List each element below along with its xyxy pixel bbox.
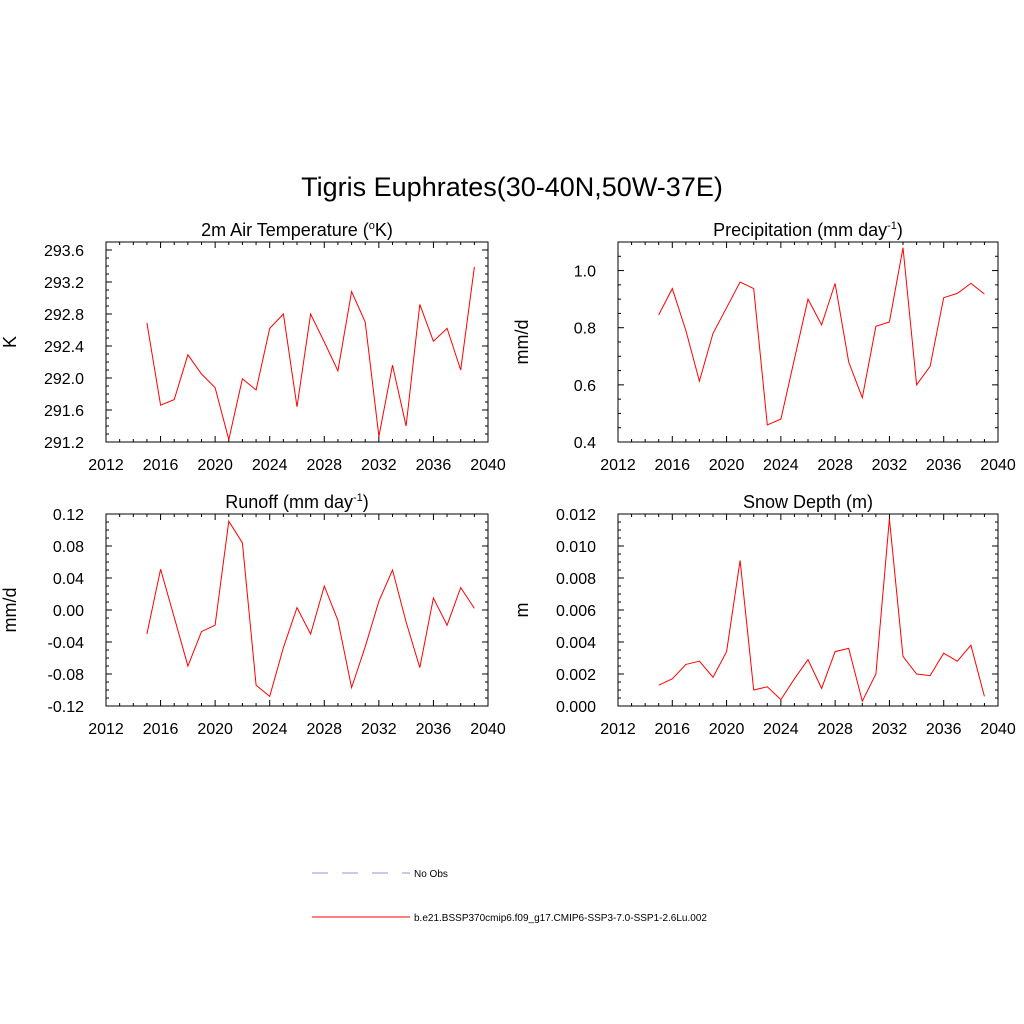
legend-entry-no-obs: No Obs [312, 869, 448, 880]
x-tick-label-snow-depth: 2012 [600, 721, 636, 738]
y-axis-label-snow-depth: m [512, 603, 532, 618]
x-tick-label-runoff: 2016 [143, 721, 179, 738]
x-tick-label-snow-depth: 2036 [926, 721, 962, 738]
x-tick-label-snow-depth: 2040 [980, 721, 1016, 738]
x-tick-label-precipitation: 2032 [872, 457, 908, 474]
y-tick-label-air-temperature: 293.6 [44, 243, 84, 260]
y-axis-label-runoff: mm/d [0, 588, 20, 633]
y-tick-label-air-temperature: 291.2 [44, 435, 84, 452]
series-line-precipitation [658, 247, 985, 426]
y-tick-label-snow-depth: 0.000 [556, 699, 596, 716]
panel-title-runoff: Runoff (mm day-1) [225, 492, 369, 512]
series-line-air-temperature [146, 266, 475, 440]
x-tick-label-runoff: 2024 [252, 721, 288, 738]
x-tick-label-air-temperature: 2016 [143, 457, 179, 474]
y-tick-label-air-temperature: 291.6 [44, 403, 84, 420]
x-tick-label-runoff: 2028 [306, 721, 342, 738]
x-tick-label-precipitation: 2012 [600, 457, 636, 474]
x-tick-label-runoff: 2012 [88, 721, 124, 738]
y-tick-label-precipitation: 0.8 [574, 321, 596, 338]
x-tick-label-runoff: 2020 [197, 721, 233, 738]
x-tick-label-snow-depth: 2028 [817, 721, 853, 738]
y-tick-label-snow-depth: 0.002 [556, 667, 596, 684]
x-tick-label-air-temperature: 2036 [416, 457, 452, 474]
panel-air-temperature: 2m Air Temperature (oK) K 2012 2016 2020 2024… [0, 220, 506, 474]
panel-title-precipitation: Precipitation (mm day-1) [713, 220, 903, 240]
y-axis-label-air-temperature: K [0, 336, 20, 348]
x-tick-label-precipitation: 2028 [817, 457, 853, 474]
x-tick-label-precipitation: 2040 [980, 457, 1016, 474]
y-tick-label-snow-depth: 0.010 [556, 539, 596, 556]
figure-title: Tigris Euphrates(30-40N,50W-37E) [301, 172, 723, 202]
panel-runoff: Runoff (mm day-1) mm/d 2012 2016 2020 2024 202… [0, 492, 506, 738]
x-tick-label-air-temperature: 2020 [197, 457, 233, 474]
plot-frame-snow-depth [617, 513, 999, 707]
x-tick-label-snow-depth: 2020 [709, 721, 745, 738]
y-tick-label-runoff: 0.12 [53, 507, 84, 524]
y-tick-label-runoff: 0.00 [53, 603, 84, 620]
x-tick-label-runoff: 2036 [416, 721, 452, 738]
series-line-runoff [146, 519, 475, 698]
x-tick-label-snow-depth: 2024 [763, 721, 799, 738]
y-tick-label-air-temperature: 292.8 [44, 307, 84, 324]
panel-precipitation: Precipitation (mm day-1) mm/d 2012 2016 2020… [512, 220, 1016, 474]
legend: No Obs b.e21.BSSP370cmip6.f09_g17.CMIP6-… [312, 869, 707, 924]
x-tick-label-runoff: 2040 [470, 721, 506, 738]
panel-title-air-temperature: 2m Air Temperature (oK) [201, 220, 393, 240]
y-tick-label-runoff: 0.08 [53, 539, 84, 556]
plot-frame-precipitation [617, 241, 999, 443]
y-tick-label-precipitation: 0.4 [574, 435, 596, 452]
panel-snow-depth: Snow Depth (m) m 2012 2016 2020 2024 2028 2032 2… [512, 492, 1016, 738]
plot-frame-air-temperature [105, 241, 489, 443]
y-tick-label-air-temperature: 292.4 [44, 339, 84, 356]
x-tick-label-precipitation: 2020 [709, 457, 745, 474]
legend-label-model-run: b.e21.BSSP370cmip6.f09_g17.CMIP6-SSP3-7.… [414, 913, 707, 924]
x-tick-label-precipitation: 2016 [654, 457, 690, 474]
x-tick-label-precipitation: 2036 [926, 457, 962, 474]
x-tick-label-air-temperature: 2012 [88, 457, 124, 474]
y-tick-label-runoff: -0.12 [48, 699, 85, 716]
x-tick-label-snow-depth: 2032 [872, 721, 908, 738]
y-tick-label-air-temperature: 293.2 [44, 275, 84, 292]
x-tick-label-air-temperature: 2040 [470, 457, 506, 474]
legend-entry-model-run: b.e21.BSSP370cmip6.f09_g17.CMIP6-SSP3-7.… [312, 913, 707, 924]
x-tick-label-air-temperature: 2032 [361, 457, 397, 474]
y-tick-label-runoff: -0.08 [48, 667, 85, 684]
x-tick-label-air-temperature: 2024 [252, 457, 288, 474]
y-tick-label-air-temperature: 292.0 [44, 371, 84, 388]
x-tick-label-snow-depth: 2016 [654, 721, 690, 738]
legend-label-no-obs: No Obs [414, 869, 448, 880]
y-axis-label-precipitation: mm/d [512, 320, 532, 365]
x-tick-label-air-temperature: 2028 [306, 457, 342, 474]
series-line-snow-depth [658, 518, 985, 703]
y-tick-label-precipitation: 0.6 [574, 378, 596, 395]
y-tick-label-snow-depth: 0.004 [556, 635, 596, 652]
x-tick-label-precipitation: 2024 [763, 457, 799, 474]
y-tick-label-snow-depth: 0.008 [556, 571, 596, 588]
x-tick-label-runoff: 2032 [361, 721, 397, 738]
y-tick-label-snow-depth: 0.012 [556, 507, 596, 524]
chart-panels: 2m Air Temperature (oK) K 2012 2016 2020 2024… [0, 220, 1016, 738]
y-tick-label-snow-depth: 0.006 [556, 603, 596, 620]
y-tick-label-runoff: -0.04 [48, 635, 85, 652]
y-tick-label-precipitation: 1.0 [574, 264, 596, 281]
panel-title-snow-depth: Snow Depth (m) [743, 492, 873, 512]
y-tick-label-runoff: 0.04 [53, 571, 84, 588]
